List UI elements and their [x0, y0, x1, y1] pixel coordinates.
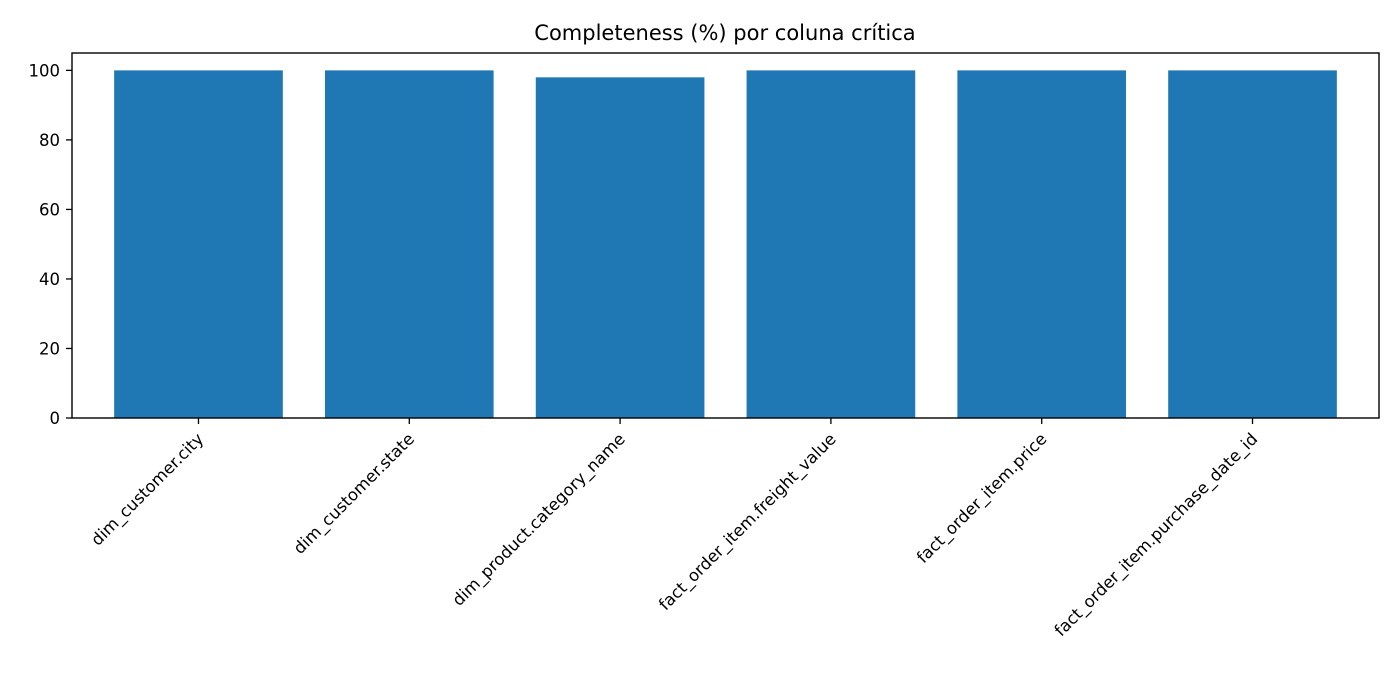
bar-fact-order-item-freight-value [746, 70, 916, 418]
bars-group [114, 70, 1337, 418]
x-tick-label: fact_order_item.purchase_date_id [1051, 429, 1262, 640]
bar-fact-order-item-price [957, 70, 1127, 418]
bar-dim-customer-city [114, 70, 283, 418]
x-tick-label: fact_order_item.freight_value [655, 429, 840, 614]
x-tick-label: fact_order_item.price [913, 429, 1051, 567]
y-tick-label: 20 [39, 339, 60, 358]
x-axis: dim_customer.city dim_customer.state dim_p… [87, 418, 1262, 641]
y-tick-label: 60 [39, 200, 60, 219]
y-tick-label: 0 [50, 409, 61, 428]
chart-title: Completeness (%) por coluna crítica [534, 21, 915, 45]
y-tick-label: 40 [39, 270, 60, 289]
y-tick-label: 80 [39, 131, 60, 150]
bar-dim-product-category-name [535, 77, 705, 418]
y-tick-label: 100 [29, 61, 61, 80]
x-tick-label: dim_product.category_name [449, 429, 630, 610]
bar-fact-order-item-purchase-date-id [1168, 70, 1337, 418]
x-tick-label: dim_customer.city [87, 429, 208, 550]
y-axis: 0 20 40 60 80 100 [29, 61, 72, 428]
x-tick-label: dim_customer.state [290, 429, 419, 558]
plot-frame [71, 52, 1380, 419]
bar-dim-customer-state [324, 70, 494, 418]
